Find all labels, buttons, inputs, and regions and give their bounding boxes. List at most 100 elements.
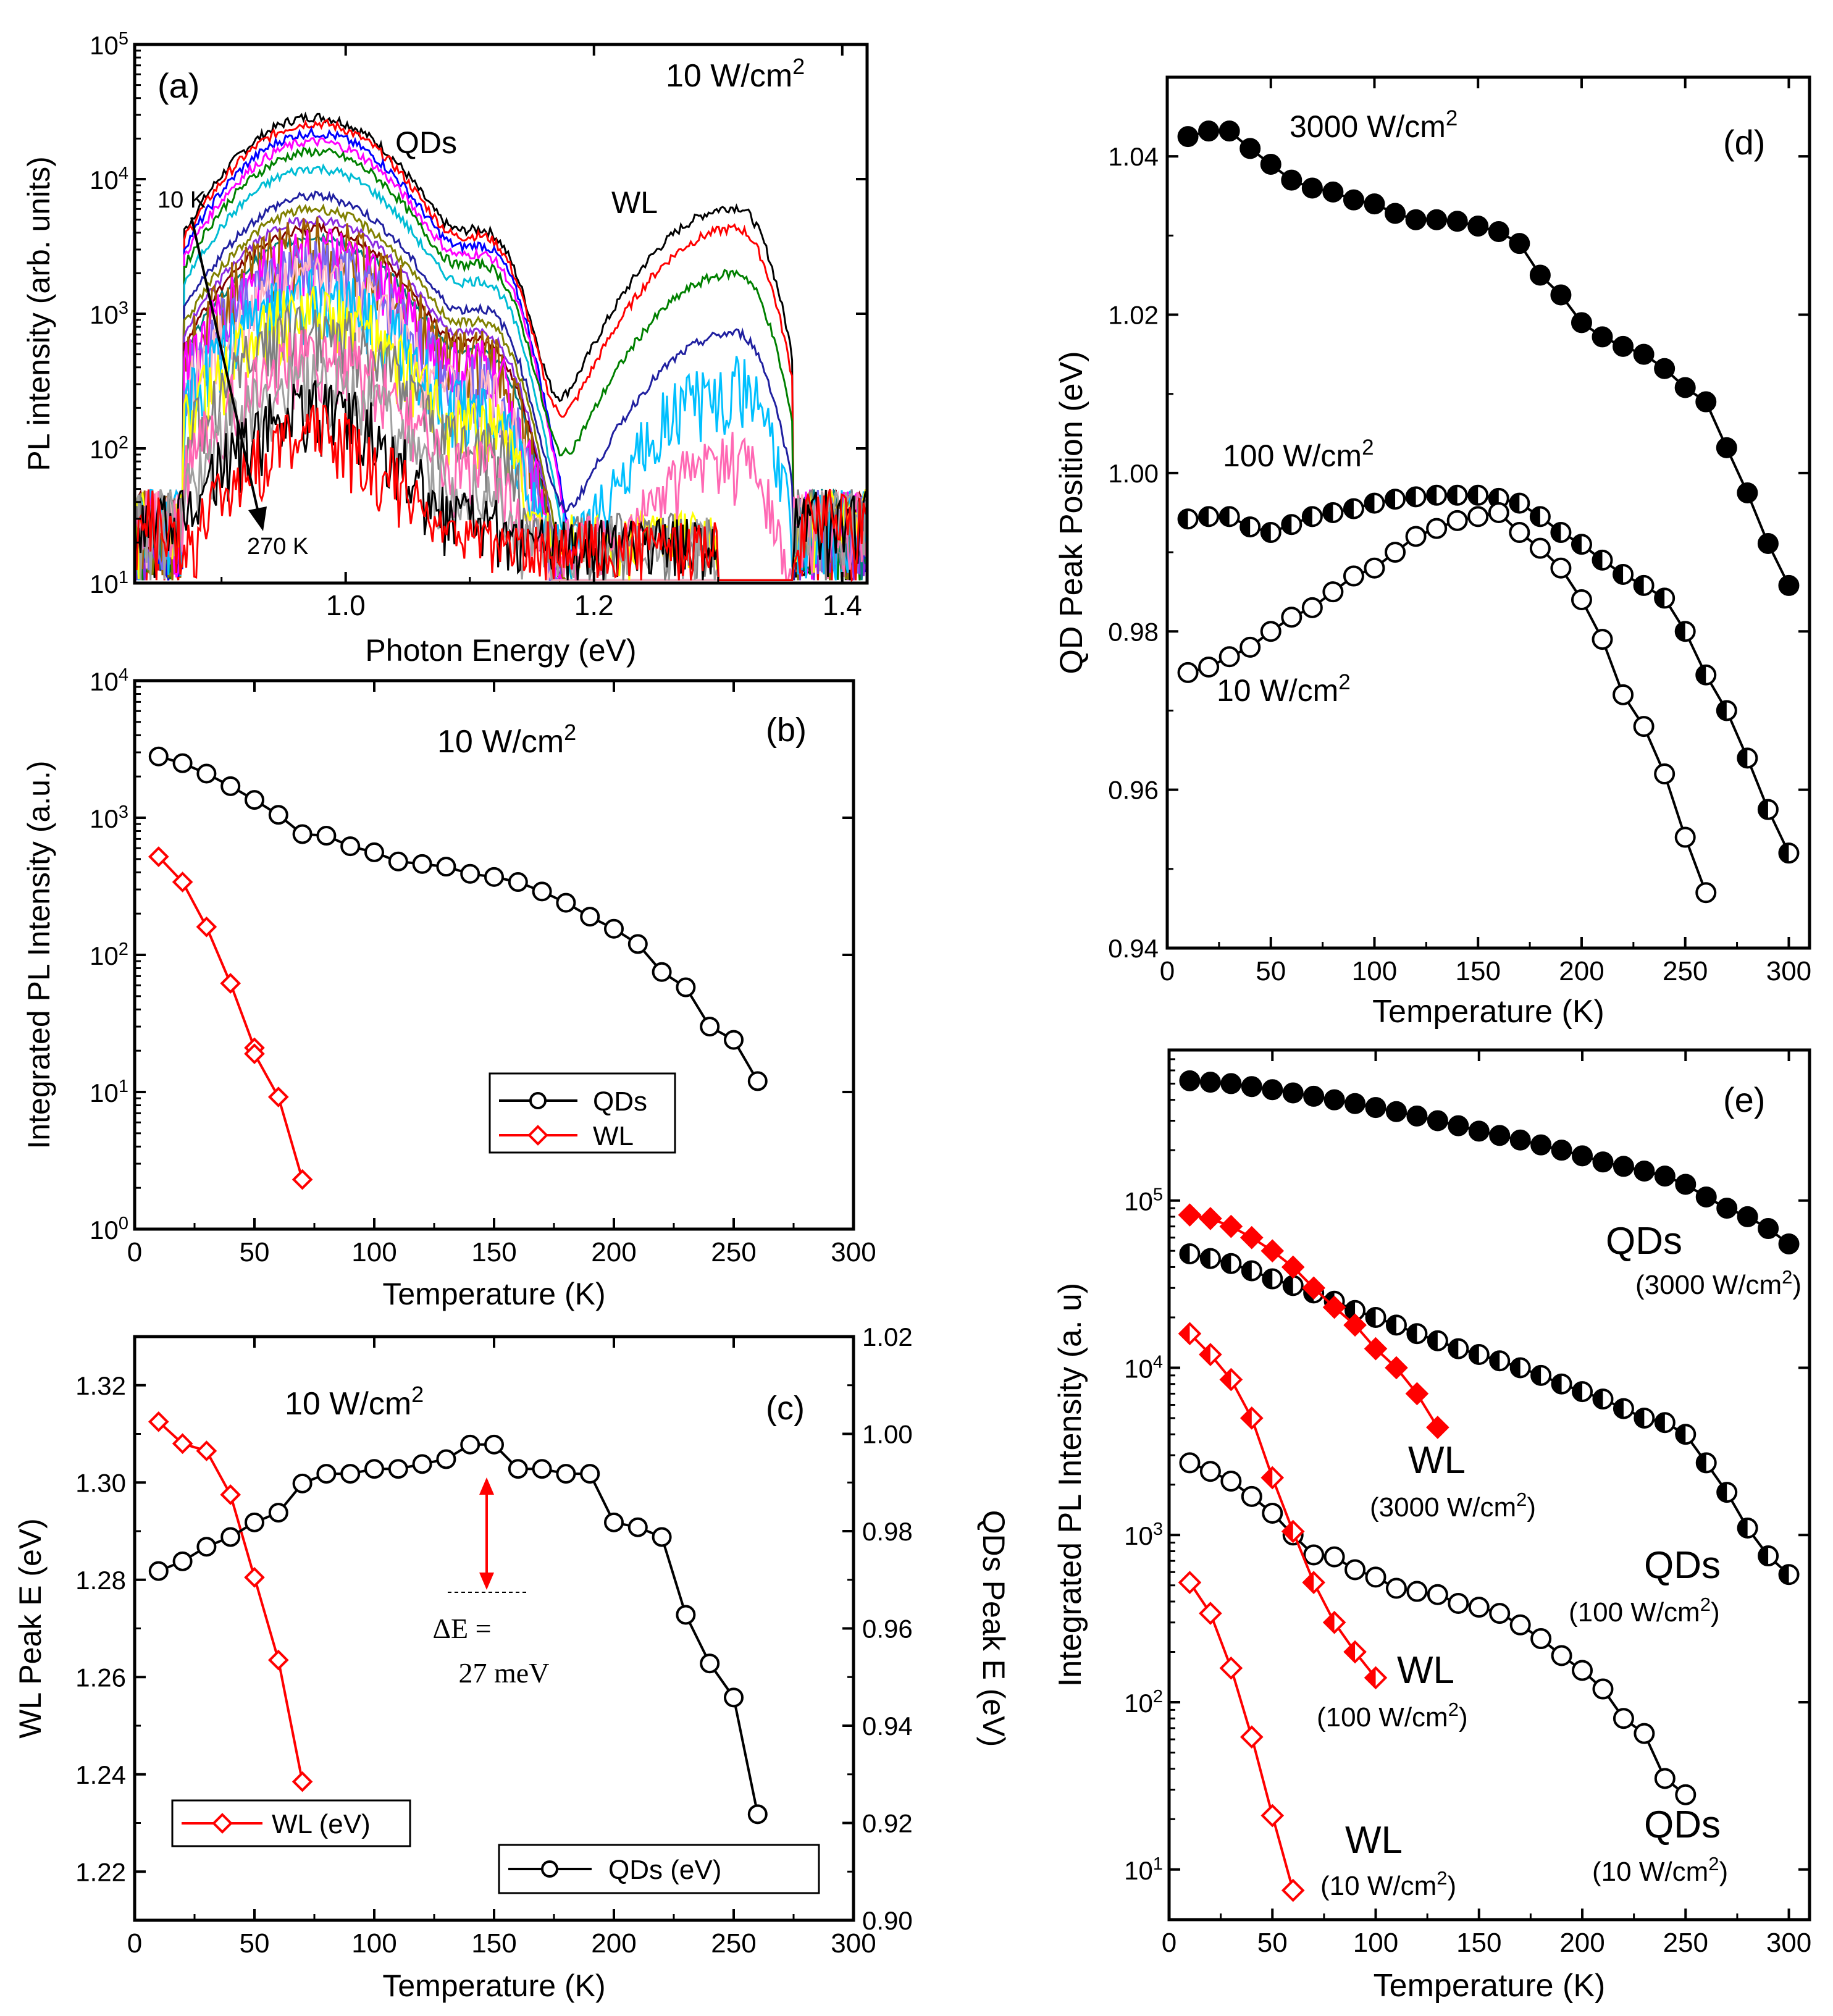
- data-point: [1281, 1255, 1305, 1279]
- x-tick-label: 0: [1160, 956, 1175, 986]
- data-point-half: [1222, 1254, 1231, 1273]
- data-point: [1674, 826, 1696, 848]
- data-point: [532, 881, 552, 902]
- data-point: [1219, 1214, 1243, 1238]
- spectrum-line: [135, 190, 866, 581]
- data-point: [1778, 574, 1800, 596]
- data-point: [1592, 629, 1613, 650]
- series-qds: [148, 746, 768, 1091]
- data-point: [1488, 502, 1509, 523]
- data-point-half: [1324, 1612, 1335, 1632]
- series-sublabel-sup: 2: [1708, 1853, 1719, 1875]
- series-sublabel: (100 W/cm2): [1317, 1699, 1468, 1733]
- data-point-half: [1242, 1261, 1252, 1280]
- data-point: [340, 836, 361, 857]
- series-sublabel-sup: 2: [1516, 1489, 1527, 1510]
- data-point: [724, 1030, 744, 1050]
- x-tick-label: 200: [591, 1928, 636, 1959]
- legend-marker-wl: [527, 1125, 548, 1146]
- data-point: [1385, 1101, 1407, 1122]
- series-5: [1178, 1571, 1305, 1902]
- temp-high-label: 270 K: [247, 534, 308, 560]
- spectrum-line: [135, 329, 867, 581]
- data-point-half: [1511, 1358, 1521, 1377]
- y-tick-label-exp: 1: [119, 1077, 128, 1096]
- data-point-half: [1282, 515, 1292, 534]
- data-point: [652, 1527, 672, 1547]
- data-point: [148, 1561, 169, 1581]
- data-point: [1654, 358, 1676, 379]
- data-point: [292, 1771, 313, 1792]
- data-point: [1364, 193, 1385, 215]
- y-right-tick-label: 0.94: [862, 1712, 913, 1741]
- data-point: [1427, 1110, 1448, 1132]
- data-point-half: [1199, 507, 1209, 526]
- delta-e-label: ΔE =: [432, 1613, 491, 1644]
- data-point: [172, 1433, 193, 1455]
- data-point: [196, 916, 217, 938]
- data-point: [1281, 607, 1302, 628]
- data-point: [412, 854, 432, 874]
- data-point-half: [1201, 1249, 1210, 1268]
- y-left-axis-label: WL Peak E (eV): [13, 1518, 48, 1739]
- data-point: [1385, 203, 1406, 224]
- series-sublabel-text: (3000 W/cm: [1635, 1270, 1782, 1300]
- data-point: [1239, 636, 1261, 658]
- data-point: [292, 824, 312, 844]
- spectrum-line: [135, 111, 867, 581]
- data-point: [1654, 763, 1676, 784]
- data-point-half: [1386, 490, 1396, 509]
- x-tick-label: 100: [1353, 1928, 1398, 1958]
- data-point: [1488, 220, 1509, 242]
- y-tick-label-exp: 5: [1153, 1185, 1163, 1205]
- data-point: [1757, 532, 1779, 554]
- power-label: 10 W/cm2: [285, 1382, 424, 1422]
- data-point: [1199, 1072, 1221, 1093]
- data-point: [1365, 1566, 1386, 1588]
- series-sublabel: (3000 W/cm2): [1370, 1489, 1536, 1523]
- series-qds: [148, 1434, 768, 1825]
- y-tick-label: 103: [90, 298, 128, 329]
- data-point-half: [1178, 510, 1188, 529]
- data-point: [1571, 312, 1592, 334]
- data-point: [580, 907, 600, 927]
- data-point: [1467, 506, 1489, 527]
- data-point: [268, 1503, 288, 1523]
- y-left-tick-label: 1.32: [75, 1371, 126, 1400]
- panel-label: (b): [766, 712, 807, 749]
- data-point: [580, 1464, 600, 1484]
- data-point: [1260, 1804, 1285, 1828]
- legend-label-qds: QDs (eV): [608, 1855, 721, 1885]
- data-point: [1613, 684, 1634, 705]
- data-point-half: [1614, 565, 1624, 584]
- data-point: [1468, 1597, 1490, 1618]
- data-point-half: [1552, 1374, 1562, 1393]
- data-point-half: [1676, 622, 1685, 641]
- data-point-half: [1263, 1269, 1273, 1288]
- data-point: [1322, 181, 1344, 203]
- data-point: [340, 1464, 361, 1484]
- spectra: [135, 111, 867, 583]
- data-point-half: [1220, 507, 1230, 526]
- y-axis-label: PL intensity (arb. units): [22, 156, 56, 471]
- data-point: [1178, 1203, 1202, 1227]
- data-point: [1592, 1151, 1614, 1173]
- data-point: [508, 872, 528, 892]
- series-label: WL: [1408, 1439, 1466, 1482]
- temperature-arrow: [190, 217, 261, 518]
- y-right-axis-label: QDs Peak E (eV): [976, 1510, 1011, 1747]
- legend-marker-qds: [529, 1092, 547, 1109]
- y-tick-label-base: 10: [90, 667, 119, 696]
- data-point-half: [1262, 1468, 1273, 1488]
- x-tick-label: 100: [351, 1237, 396, 1267]
- y-tick-label-base: 10: [1124, 1354, 1153, 1383]
- x-tick-label: 250: [711, 1237, 756, 1267]
- data-point: [436, 857, 456, 877]
- data-point-half: [1758, 800, 1768, 819]
- data-point-half: [1655, 589, 1665, 608]
- data-point: [1220, 1073, 1242, 1094]
- series-label: 3000 W/cm2: [1290, 106, 1458, 145]
- x-tick-label: 300: [831, 1237, 876, 1267]
- series-sublabel-sup: 2: [1782, 1266, 1792, 1288]
- data-point: [1220, 1470, 1242, 1492]
